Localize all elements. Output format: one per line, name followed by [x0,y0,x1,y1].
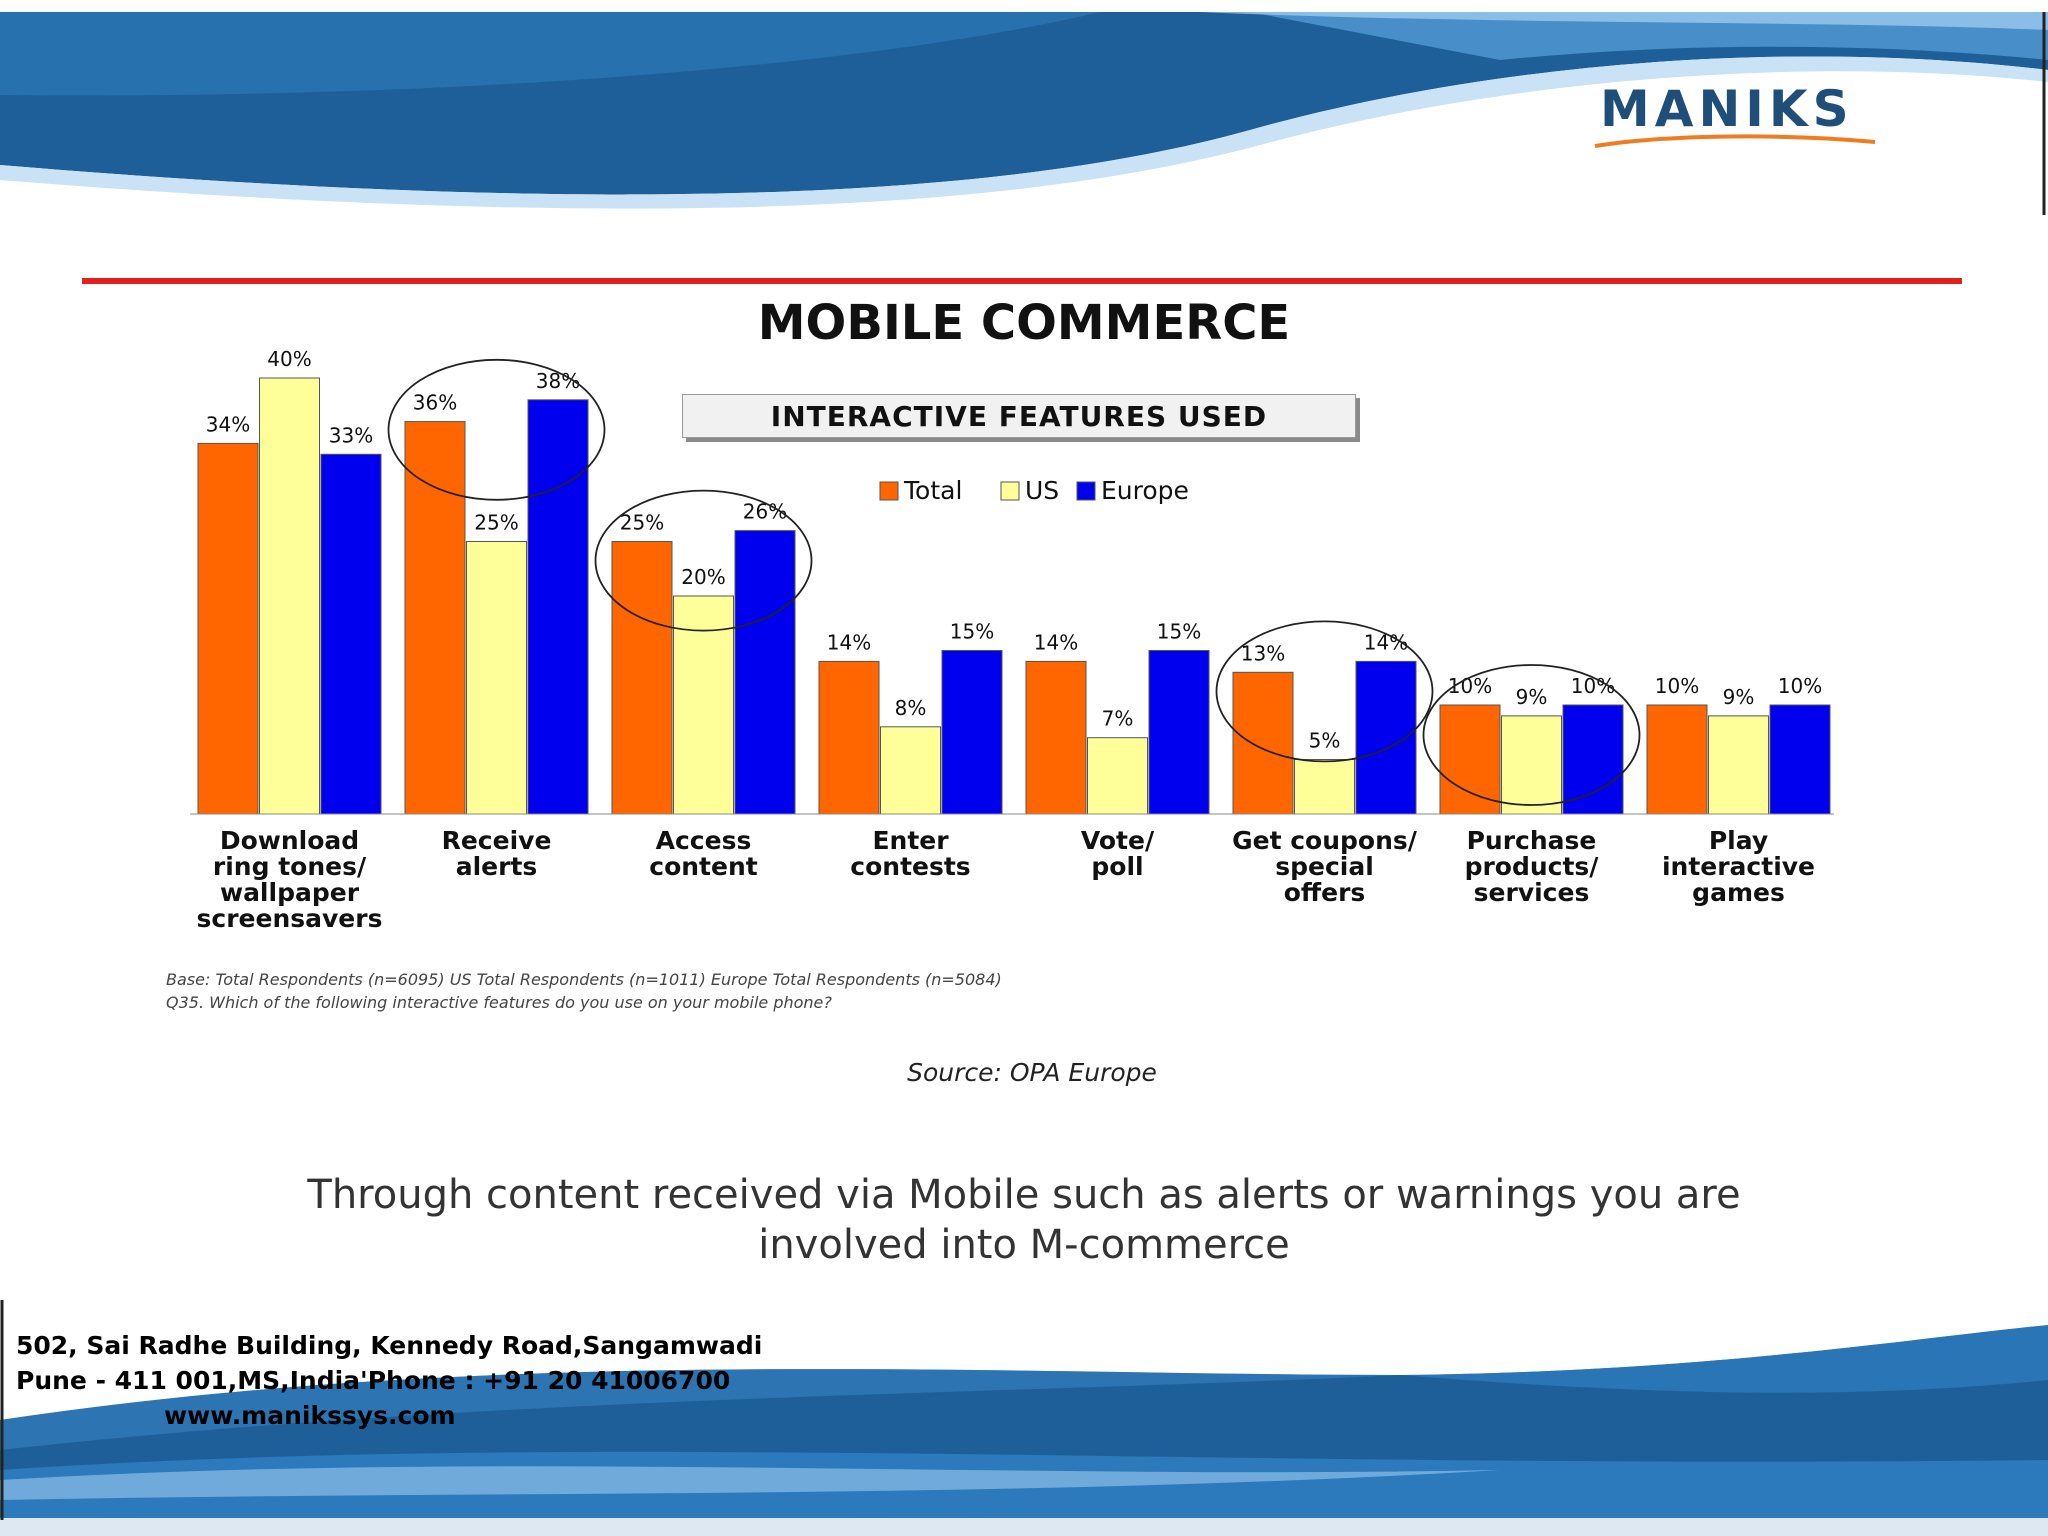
data-label-europe-7: 10% [1778,674,1822,698]
data-label-total-0: 34% [206,412,250,436]
bar-total-0 [197,442,259,815]
website-link[interactable]: www.manikssys.com [164,1401,456,1430]
chart-source: Source: OPA Europe [907,1058,1157,1087]
caption-line-2: involved into M-commerce [758,1222,1290,1268]
chart-subtitle: INTERACTIVE FEATURES USED [682,394,1356,438]
data-label-us-2: 20% [681,565,725,589]
address-line-1: 502, Sai Radhe Building, Kennedy Road,Sa… [16,1331,763,1360]
logo-swoosh [1594,134,1876,148]
data-label-total-7: 10% [1655,674,1699,698]
bar-us-5 [1294,759,1355,815]
highlight-circle-6 [1422,664,1641,806]
highlight-circle-1 [387,358,606,501]
data-label-total-5: 13% [1241,641,1285,665]
bar-total-7 [1646,704,1708,815]
category-label-1: Receive alerts [441,826,552,881]
bar-us-1 [466,541,527,815]
bar-us-4 [1087,737,1148,815]
bar-total-5 [1232,671,1294,815]
data-label-total-1: 36% [413,391,457,415]
logo-text: MANIKS [1600,80,1854,138]
category-label-7: Play interactive games [1661,826,1816,907]
bar-total-4 [1025,660,1087,815]
data-label-us-7: 9% [1723,685,1755,709]
bar-europe-4 [1148,650,1210,815]
chart-legend: Total US Europe [879,476,1189,505]
category-label-6: Purchase products/ services [1464,826,1599,907]
data-label-us-5: 5% [1309,729,1341,753]
legend-swatch-europe [1076,481,1096,501]
address-line-2: Pune - 411 001,MS,India'Phone : +91 20 4… [16,1366,731,1395]
category-label-5: Get coupons/ special offers [1232,826,1417,907]
slide-caption: Through content received via Mobile such… [150,1170,1898,1270]
bar-europe-1 [527,399,589,815]
legend-label-europe: Europe [1101,476,1189,505]
bar-us-0 [259,377,320,815]
data-label-us-4: 7% [1102,707,1134,731]
category-label-4: Vote/ poll [1080,826,1155,881]
data-label-us-6: 9% [1516,685,1548,709]
bar-europe-6 [1562,704,1624,815]
bar-total-2 [611,541,673,815]
data-label-total-4: 14% [1034,630,1078,654]
highlight-circle-2 [594,489,813,632]
page-title: MOBILE COMMERCE [757,295,1291,351]
caption-line-1: Through content received via Mobile such… [307,1172,1741,1218]
category-label-0: Download ring tones/ wallpaper screensav… [196,826,383,933]
bar-total-3 [818,660,880,815]
footer-address: 502, Sai Radhe Building, Kennedy Road,Sa… [16,1328,762,1433]
legend-label-us: US [1025,476,1059,505]
chart-note-base: Base: Total Respondents (n=6095) US Tota… [166,970,1002,989]
category-label-2: Access content [649,826,758,881]
bar-europe-3 [941,650,1003,815]
bar-us-3 [880,726,941,815]
bar-total-1 [404,421,466,815]
bar-europe-2 [734,530,796,815]
data-label-total-3: 14% [827,630,871,654]
chart-note-question: Q35. Which of the following interactive … [166,993,832,1012]
data-label-us-0: 40% [267,347,311,371]
highlight-circle-5 [1215,620,1434,763]
legend-swatch-us [1000,481,1020,501]
bar-us-6 [1501,715,1562,815]
bar-total-6 [1439,704,1501,815]
legend-swatch-total [879,481,899,501]
bar-europe-7 [1769,704,1831,815]
data-label-europe-4: 15% [1157,620,1201,644]
bar-us-2 [673,595,734,815]
bar-us-7 [1708,715,1769,815]
data-label-total-2: 25% [620,511,664,535]
legend-label-total: Total [903,476,962,505]
data-label-europe-3: 15% [950,620,994,644]
data-label-us-1: 25% [474,511,518,535]
data-label-us-3: 8% [895,696,927,720]
bar-europe-0 [320,453,382,815]
category-label-3: Enter contests [850,826,971,881]
maniks-logo: MANIKS [1594,80,1890,150]
data-label-europe-0: 33% [329,423,373,447]
